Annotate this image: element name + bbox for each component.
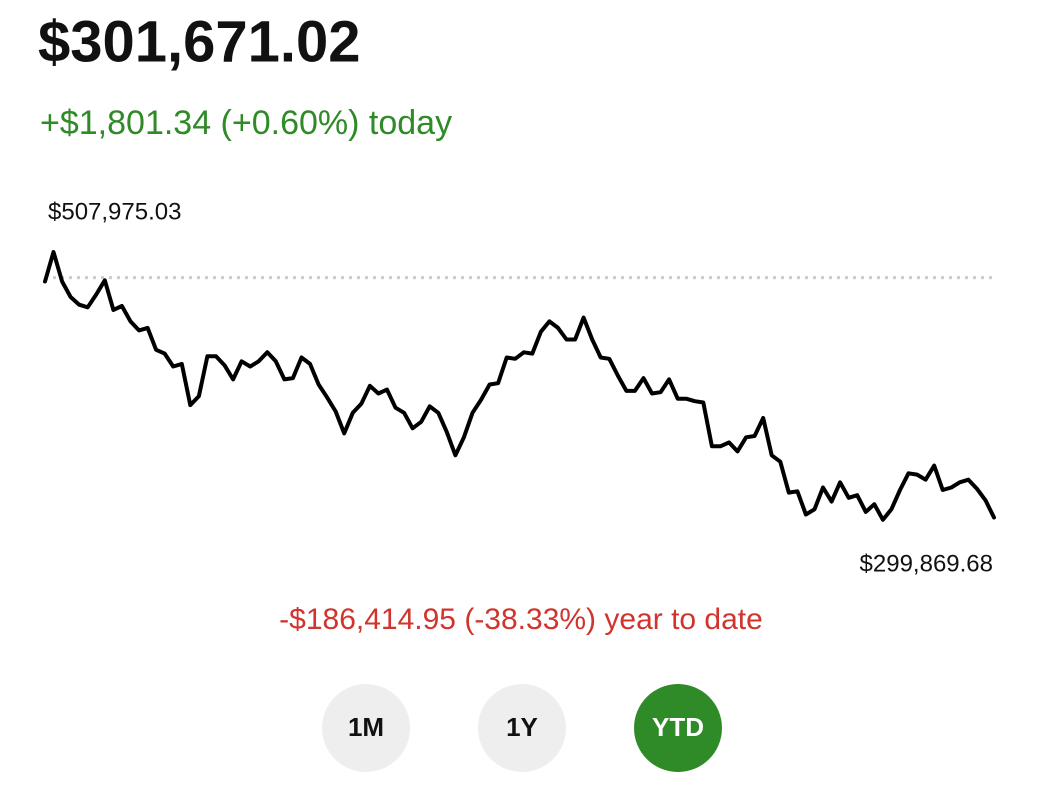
range-button-label[interactable]: 1M	[348, 712, 384, 742]
range-button-label[interactable]: 1Y	[506, 712, 538, 742]
low-label: $299,869.68	[860, 550, 993, 577]
range-button-label[interactable]: YTD	[652, 712, 704, 742]
high-label: $507,975.03	[48, 198, 181, 225]
range-button[interactable]	[322, 684, 410, 772]
range-buttons: 1M 1Y YTD	[322, 684, 722, 772]
change-today: +$1,801.34 (+0.60%) today	[40, 104, 452, 142]
balance: $301,671.02	[38, 9, 361, 74]
range-button[interactable]	[478, 684, 566, 772]
range-button[interactable]	[634, 684, 722, 772]
chart	[43, 250, 996, 522]
year-to-date-summary: -$186,414.95 (-38.33%) year to date	[279, 603, 763, 636]
price-line	[43, 250, 996, 522]
